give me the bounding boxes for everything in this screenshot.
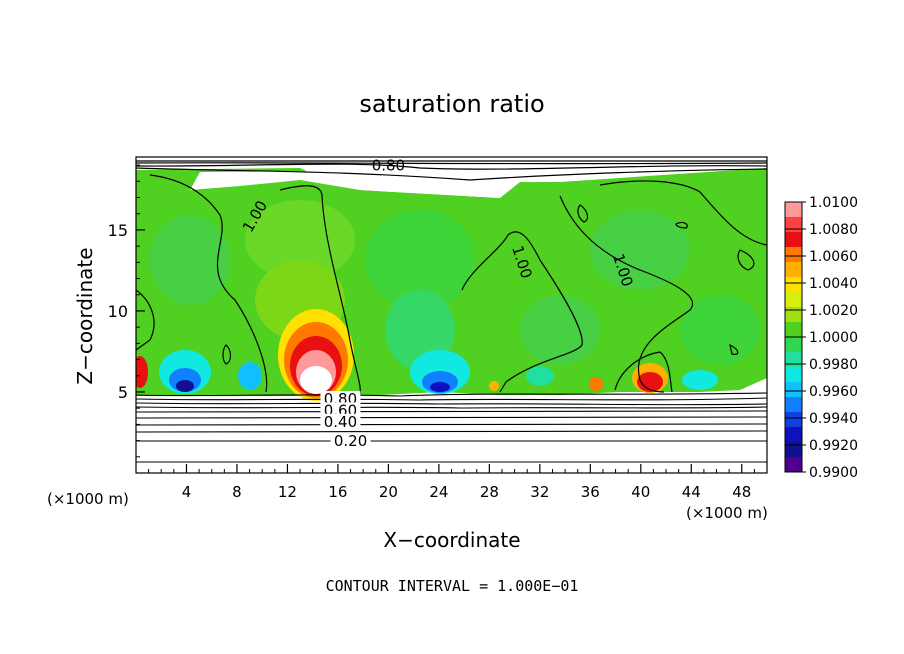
- colorbar-label: 1.0020: [809, 303, 858, 319]
- contour-label-text: 0.20: [334, 432, 367, 450]
- x-unit-right: (×1000 m): [686, 504, 768, 522]
- x-tick-label: 32: [530, 483, 549, 501]
- field-min-5: [682, 370, 718, 390]
- colorbar-swatch: [785, 307, 802, 323]
- field-min-2c: [430, 382, 450, 392]
- contour-label-text: 0.40: [324, 413, 357, 431]
- x-tick-label: 40: [631, 483, 650, 501]
- x-tick-label: 48: [732, 483, 751, 501]
- contour-interval-note: CONTOUR INTERVAL = 1.000E−01: [326, 577, 579, 595]
- chart-title: saturation ratio: [359, 90, 544, 118]
- colorbar-swatch: [785, 427, 802, 443]
- colorbar-label: 1.0100: [809, 195, 858, 211]
- contour-label: 0.20: [330, 432, 371, 450]
- contour-label-text: 0.80: [372, 157, 405, 175]
- field-max-4: [589, 377, 603, 391]
- contour-lines: [136, 160, 767, 396]
- x-tick-label: 12: [278, 483, 297, 501]
- field-max-5: [489, 381, 499, 391]
- colorbar-swatch: [785, 337, 802, 353]
- x-axis-label: X−coordinate: [383, 528, 520, 552]
- y-axis-label: Z−coordinate: [73, 247, 97, 384]
- x-axis: 4 8 12 16 20 24 28 32 36 40 44 48: [148, 464, 755, 501]
- x-tick-label: 36: [581, 483, 600, 501]
- field-min-3: [238, 362, 262, 390]
- field-min-1c: [176, 380, 194, 392]
- field-min-4: [526, 366, 554, 386]
- colorbar-label: 1.0000: [809, 330, 858, 346]
- field-variation: [150, 200, 760, 370]
- colorbar-label: 0.9940: [809, 411, 858, 427]
- x-tick-label: 44: [682, 483, 701, 501]
- colorbar-label: 0.9920: [809, 438, 858, 454]
- x-tick-label: 16: [328, 483, 347, 501]
- y-tick-label: 10: [108, 302, 128, 321]
- contour-label-bg: [320, 391, 361, 406]
- contour-label: 0.80: [372, 157, 405, 175]
- x-tick-label: 4: [182, 483, 192, 501]
- colorbar: 1.0100 1.0080 1.0060 1.0040 1.0020 1.0000 0.99…: [784, 195, 858, 481]
- y-axis: 5 10 15: [108, 164, 145, 458]
- colorbar-label: 1.0040: [809, 276, 858, 292]
- contour-labels: 0.800.600.400.200.801.001.00 1.00: [239, 157, 637, 450]
- colorbar-label: 0.9960: [809, 384, 858, 400]
- contour-label-bg: [330, 433, 371, 448]
- heatmap-field: 0.800.600.400.200.801.001.00 1.00: [136, 157, 767, 473]
- colorbar-swatch: [785, 367, 802, 383]
- colorbar-swatch: [785, 412, 802, 428]
- colorbar-label: 1.0080: [809, 222, 858, 238]
- field-max-2b: [637, 372, 663, 392]
- x-unit-left: (×1000 m): [47, 490, 129, 508]
- colorbar-swatch: [785, 217, 802, 233]
- colorbar-swatch: [785, 202, 802, 218]
- colorbar-label: 0.9900: [809, 465, 858, 481]
- contour-lines-lower: [136, 392, 767, 463]
- colorbar-swatch: [785, 232, 802, 248]
- x-tick-label: 20: [379, 483, 398, 501]
- colorbar-swatch: [785, 457, 802, 473]
- x-tick-label: 28: [480, 483, 499, 501]
- colorbar-label: 0.9980: [809, 357, 858, 373]
- field-max-3: [136, 356, 148, 388]
- contour-label-bg: [320, 413, 361, 428]
- colorbar-swatch: [785, 442, 802, 458]
- colorbar-swatch: [785, 397, 802, 413]
- colorbar-swatch: [785, 322, 802, 338]
- x-tick-label: 24: [429, 483, 448, 501]
- x-tick-label: 8: [232, 483, 242, 501]
- colorbar-swatch: [785, 382, 802, 398]
- colorbar-swatch: [785, 247, 802, 263]
- colorbar-swatch: [785, 277, 802, 293]
- y-tick-label: 15: [108, 221, 128, 240]
- field-max-1e: [300, 366, 332, 394]
- colorbar-label: 1.0060: [809, 249, 858, 265]
- contour-label: 0.40: [320, 413, 361, 431]
- colorbar-swatch: [785, 292, 802, 308]
- colorbar-swatch: [785, 352, 802, 368]
- y-tick-label: 5: [118, 383, 128, 402]
- contour-label-bg: [320, 402, 361, 417]
- colorbar-swatch: [785, 262, 802, 278]
